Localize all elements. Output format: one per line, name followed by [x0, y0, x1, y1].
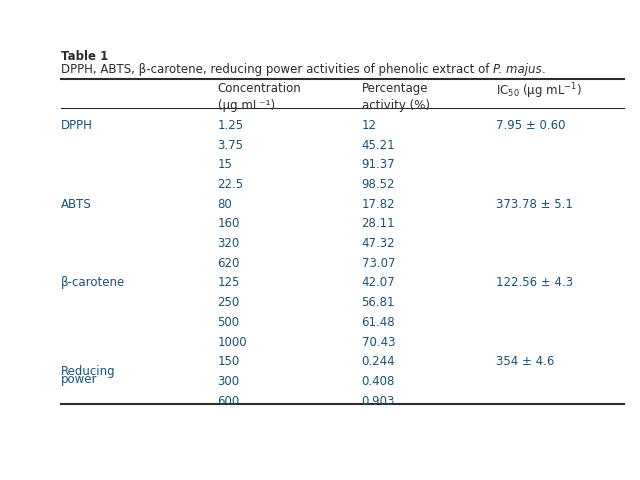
Text: 0.244: 0.244	[362, 355, 396, 368]
Text: power: power	[61, 372, 97, 386]
Text: 620: 620	[218, 257, 240, 270]
Text: IC$_{50}$ (μg mL$^{-1}$): IC$_{50}$ (μg mL$^{-1}$)	[496, 82, 582, 101]
Text: 28.11: 28.11	[362, 217, 396, 230]
Text: 22.5: 22.5	[218, 178, 244, 191]
Text: 15: 15	[218, 158, 232, 171]
Text: 600: 600	[218, 395, 240, 408]
Text: 122.56 ± 4.3: 122.56 ± 4.3	[496, 276, 573, 289]
Text: 150: 150	[218, 355, 240, 368]
Text: 98.52: 98.52	[362, 178, 395, 191]
Text: 47.32: 47.32	[362, 237, 396, 250]
Text: 73.07: 73.07	[362, 257, 395, 270]
Text: Concentration
(μg mL⁻¹): Concentration (μg mL⁻¹)	[218, 82, 301, 112]
Text: 354 ± 4.6: 354 ± 4.6	[496, 355, 554, 368]
Text: Table 1: Table 1	[61, 50, 108, 63]
Text: DPPH: DPPH	[61, 119, 93, 132]
Text: β-carotene: β-carotene	[61, 276, 125, 289]
Text: 7.95 ± 0.60: 7.95 ± 0.60	[496, 119, 566, 132]
Text: DPPH, ABTS, β-carotene, reducing power activities of phenolic extract of: DPPH, ABTS, β-carotene, reducing power a…	[61, 63, 493, 76]
Text: 3.75: 3.75	[218, 139, 244, 152]
Text: P. majus: P. majus	[493, 63, 541, 76]
Text: 45.21: 45.21	[362, 139, 396, 152]
Text: 0.408: 0.408	[362, 375, 395, 388]
Text: 500: 500	[218, 316, 240, 329]
Text: 61.48: 61.48	[362, 316, 396, 329]
Text: 125: 125	[218, 276, 240, 289]
Text: 160: 160	[218, 217, 240, 230]
Text: 70.43: 70.43	[362, 336, 395, 348]
Text: 1000: 1000	[218, 336, 247, 348]
Text: Reducing: Reducing	[61, 365, 115, 378]
Text: .: .	[541, 63, 545, 76]
Text: 0.903: 0.903	[362, 395, 395, 408]
Text: 300: 300	[218, 375, 240, 388]
Text: 12: 12	[362, 119, 376, 132]
Text: 1.25: 1.25	[218, 119, 244, 132]
Text: 17.82: 17.82	[362, 198, 396, 211]
Text: 320: 320	[218, 237, 240, 250]
Text: 91.37: 91.37	[362, 158, 396, 171]
Text: 373.78 ± 5.1: 373.78 ± 5.1	[496, 198, 573, 211]
Text: Percentage
activity (%): Percentage activity (%)	[362, 82, 429, 112]
Text: 250: 250	[218, 296, 240, 309]
Text: 42.07: 42.07	[362, 276, 396, 289]
Text: 56.81: 56.81	[362, 296, 395, 309]
Text: 80: 80	[218, 198, 232, 211]
Text: ABTS: ABTS	[61, 198, 92, 211]
